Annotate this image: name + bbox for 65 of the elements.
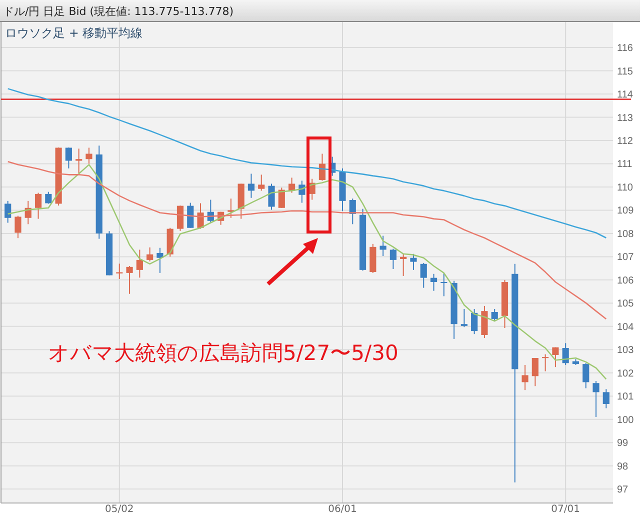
y-tick-label: 107 xyxy=(617,252,634,264)
y-tick-label: 100 xyxy=(617,414,634,426)
y-tick-label: 110 xyxy=(617,182,634,194)
candlestick xyxy=(258,174,265,192)
candlestick xyxy=(268,183,275,210)
candlestick xyxy=(542,354,549,372)
x-tick-label: 06/01 xyxy=(328,504,357,515)
candlestick xyxy=(176,205,184,232)
candlestick xyxy=(582,362,590,389)
candlestick xyxy=(14,215,22,239)
y-tick-label: 101 xyxy=(617,392,634,403)
y-tick-label: 105 xyxy=(617,298,634,310)
line-series xyxy=(7,161,607,320)
y-tick-label: 98 xyxy=(617,461,629,472)
candlestick xyxy=(440,272,448,297)
chart-title: ドル/円 日足 Bid (現在値: 113.775-113.778) xyxy=(3,5,234,18)
y-tick-label: 113 xyxy=(617,112,634,124)
y-tick-label: 108 xyxy=(617,228,634,240)
candlestick xyxy=(430,273,438,292)
candlestick xyxy=(45,191,52,204)
candlestick xyxy=(602,388,610,409)
candlestick xyxy=(4,200,12,224)
annotation: オバマ大統領の広島訪問5/27〜5/30 xyxy=(48,341,398,365)
candlestick xyxy=(420,262,427,288)
y-tick-label: 111 xyxy=(617,159,633,170)
y-tick-label: 103 xyxy=(617,345,634,356)
candlestick xyxy=(136,249,143,278)
y-tick-label: 116 xyxy=(617,43,634,54)
candlestick xyxy=(126,265,133,294)
candlestick xyxy=(460,308,468,328)
y-tick-label: 115 xyxy=(617,66,634,78)
candlestick xyxy=(318,153,326,182)
chart-subtitle: ロウソク足 + 移動平均線 xyxy=(5,26,143,40)
y-tick-label: 99 xyxy=(617,438,629,450)
y-tick-label: 114 xyxy=(617,90,634,101)
candlestick xyxy=(34,192,42,220)
y-tick-label: 97 xyxy=(617,484,629,496)
x-tick-label: 07/01 xyxy=(551,504,580,515)
candlestick xyxy=(146,246,154,262)
candlestick xyxy=(65,146,72,169)
y-tick-label: 112 xyxy=(617,136,634,148)
y-tick-label: 102 xyxy=(617,368,634,380)
y-tick-label: 106 xyxy=(617,275,634,286)
candlestick xyxy=(481,305,488,339)
candlestick xyxy=(390,248,396,270)
candlestick xyxy=(410,253,417,270)
candlestick xyxy=(491,308,498,322)
candlestick xyxy=(76,148,82,174)
y-tick-label: 104 xyxy=(617,322,634,333)
candlestick xyxy=(187,202,194,228)
candlestick xyxy=(400,254,407,276)
candlestick xyxy=(156,247,164,274)
candlestick xyxy=(522,364,528,391)
candlestick xyxy=(532,358,538,387)
x-tick-label: 05/02 xyxy=(104,504,134,515)
candlestick xyxy=(248,173,255,198)
candlestick xyxy=(552,346,559,368)
candlestick xyxy=(592,380,600,418)
candlestick xyxy=(278,187,285,208)
candlestick xyxy=(86,147,92,164)
candlestick xyxy=(471,308,478,335)
candlestick xyxy=(228,198,234,218)
y-tick-label: 109 xyxy=(617,206,634,217)
candlestick xyxy=(288,177,296,194)
line-series xyxy=(7,88,607,239)
